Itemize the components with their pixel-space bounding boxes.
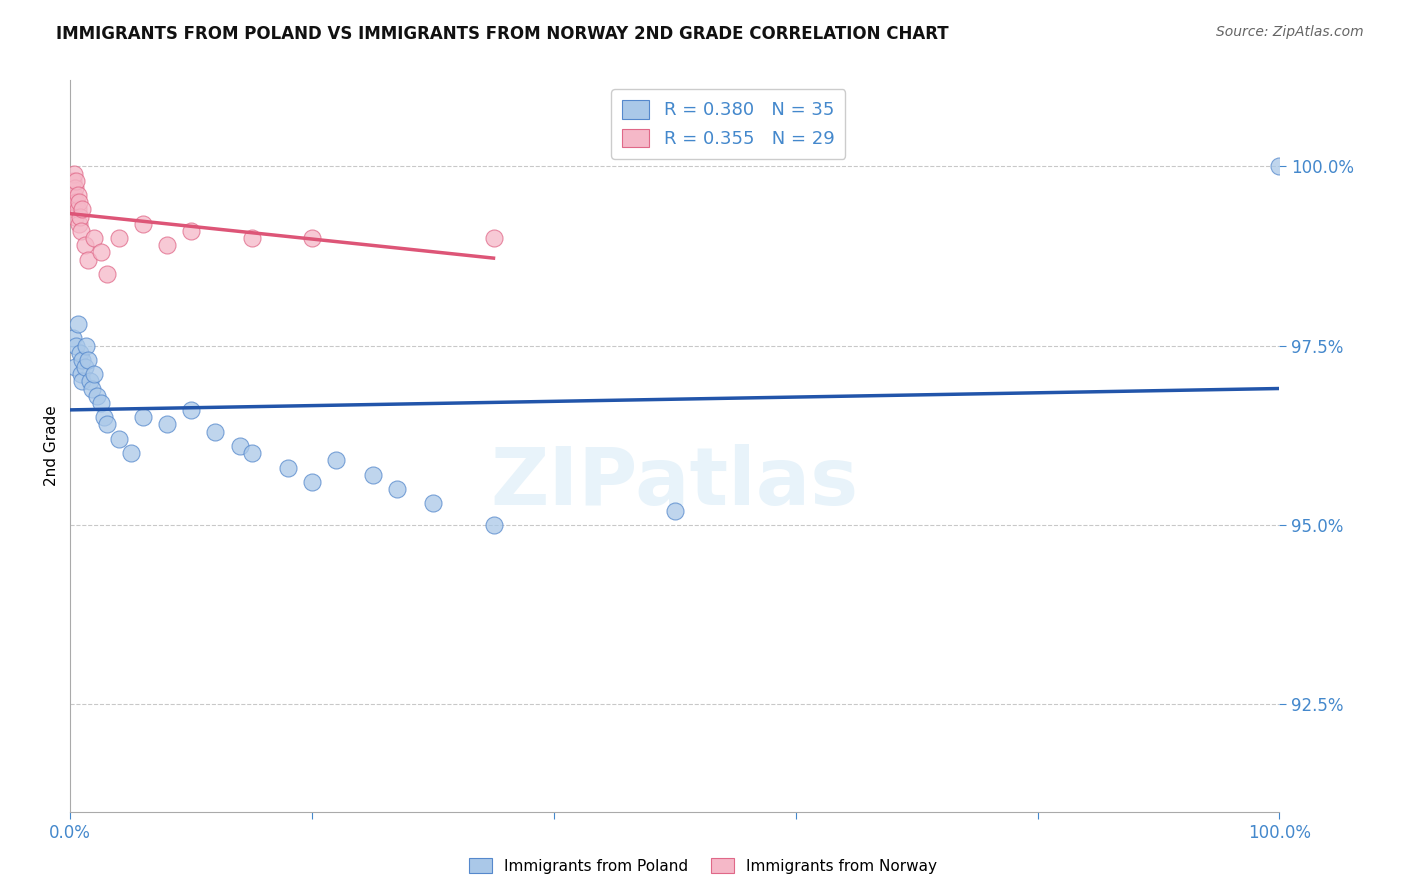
Point	[67, 217, 90, 231]
Point	[90, 245, 111, 260]
Point	[72, 375, 94, 389]
Point	[73, 238, 96, 252]
Point	[156, 417, 179, 432]
Point	[72, 353, 94, 368]
Point	[93, 410, 115, 425]
Y-axis label: 2nd Grade: 2nd Grade	[44, 406, 59, 486]
Point	[69, 345, 91, 359]
Point	[325, 453, 347, 467]
Point	[66, 317, 89, 331]
Point	[63, 202, 86, 217]
Point	[66, 202, 89, 217]
Point	[67, 195, 90, 210]
Point	[70, 368, 93, 382]
Point	[62, 195, 84, 210]
Point	[65, 338, 87, 352]
Point	[83, 231, 105, 245]
Point	[62, 331, 84, 345]
Point	[63, 181, 86, 195]
Point	[156, 238, 179, 252]
Point	[180, 403, 202, 417]
Point	[240, 231, 263, 245]
Point	[65, 174, 87, 188]
Point	[63, 188, 86, 202]
Point	[664, 503, 686, 517]
Point	[63, 210, 86, 224]
Point	[422, 496, 444, 510]
Point	[96, 267, 118, 281]
Point	[77, 252, 100, 267]
Point	[69, 210, 91, 224]
Point	[77, 353, 100, 368]
Point	[1268, 159, 1291, 173]
Point	[75, 338, 97, 352]
Point	[96, 417, 118, 432]
Point	[70, 224, 93, 238]
Point	[63, 360, 86, 375]
Point	[60, 181, 83, 195]
Point	[132, 217, 155, 231]
Point	[107, 432, 129, 446]
Point	[83, 368, 105, 382]
Point	[482, 517, 505, 532]
Point	[72, 202, 94, 217]
Point	[180, 224, 202, 238]
Point	[120, 446, 142, 460]
Point	[66, 188, 89, 202]
Point	[107, 231, 129, 245]
Point	[65, 195, 87, 210]
Legend: Immigrants from Poland, Immigrants from Norway: Immigrants from Poland, Immigrants from …	[463, 852, 943, 880]
Point	[482, 231, 505, 245]
Text: IMMIGRANTS FROM POLAND VS IMMIGRANTS FROM NORWAY 2ND GRADE CORRELATION CHART: IMMIGRANTS FROM POLAND VS IMMIGRANTS FRO…	[56, 25, 949, 43]
Point	[361, 467, 384, 482]
Point	[90, 396, 111, 410]
Legend: R = 0.380   N = 35, R = 0.355   N = 29: R = 0.380 N = 35, R = 0.355 N = 29	[612, 89, 845, 159]
Point	[301, 475, 323, 489]
Point	[385, 482, 408, 496]
Text: ZIPatlas: ZIPatlas	[491, 443, 859, 522]
Point	[80, 382, 103, 396]
Point	[301, 231, 323, 245]
Text: Source: ZipAtlas.com: Source: ZipAtlas.com	[1216, 25, 1364, 39]
Point	[86, 389, 108, 403]
Point	[63, 167, 86, 181]
Point	[73, 360, 96, 375]
Point	[240, 446, 263, 460]
Point	[132, 410, 155, 425]
Point	[79, 375, 101, 389]
Point	[204, 425, 226, 439]
Point	[62, 174, 84, 188]
Point	[277, 460, 299, 475]
Point	[228, 439, 250, 453]
